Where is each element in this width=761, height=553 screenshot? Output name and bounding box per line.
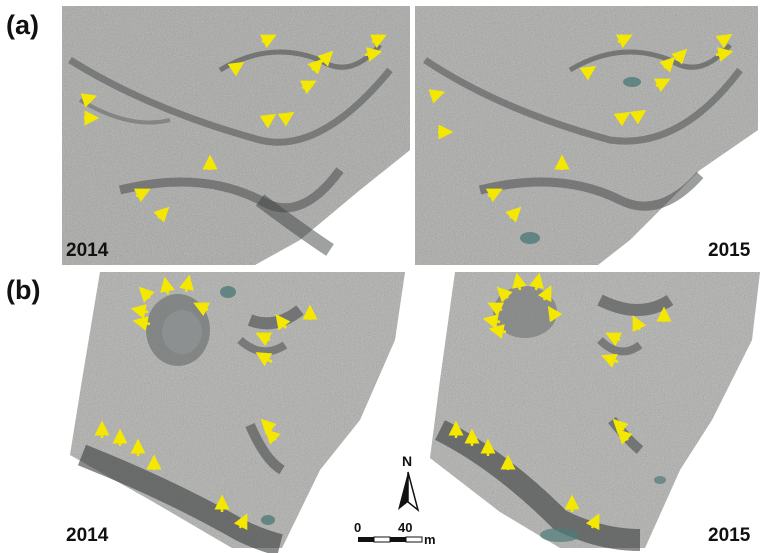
year-label-a-2014: 2014 — [66, 240, 109, 261]
arrows-b-2014 — [94, 274, 318, 531]
panel-label-a: (a) — [6, 10, 39, 40]
arrows-a-2014 — [80, 34, 387, 223]
arrows-b-2015 — [448, 272, 672, 531]
scale-zero-label: 0 — [354, 520, 362, 535]
scale-unit-label: m — [424, 532, 436, 547]
scale-and-north: N 0 40 m — [350, 450, 440, 550]
year-label-a-2015: 2015 — [708, 240, 751, 261]
photo-a-2015 — [415, 6, 758, 265]
north-arrow-icon — [358, 471, 423, 543]
panel-label-b: (b) — [6, 275, 41, 305]
photo-a-2014 — [62, 6, 410, 265]
north-label: N — [402, 453, 413, 469]
scale-bar — [358, 536, 423, 543]
arrows-a-2015 — [428, 33, 734, 223]
year-label-b-2014: 2014 — [66, 525, 109, 546]
scale-forty-label: 40 — [398, 520, 413, 535]
photo-b-2014 — [70, 272, 405, 553]
year-label-b-2015: 2015 — [708, 525, 751, 546]
photo-b-2015 — [430, 272, 760, 551]
